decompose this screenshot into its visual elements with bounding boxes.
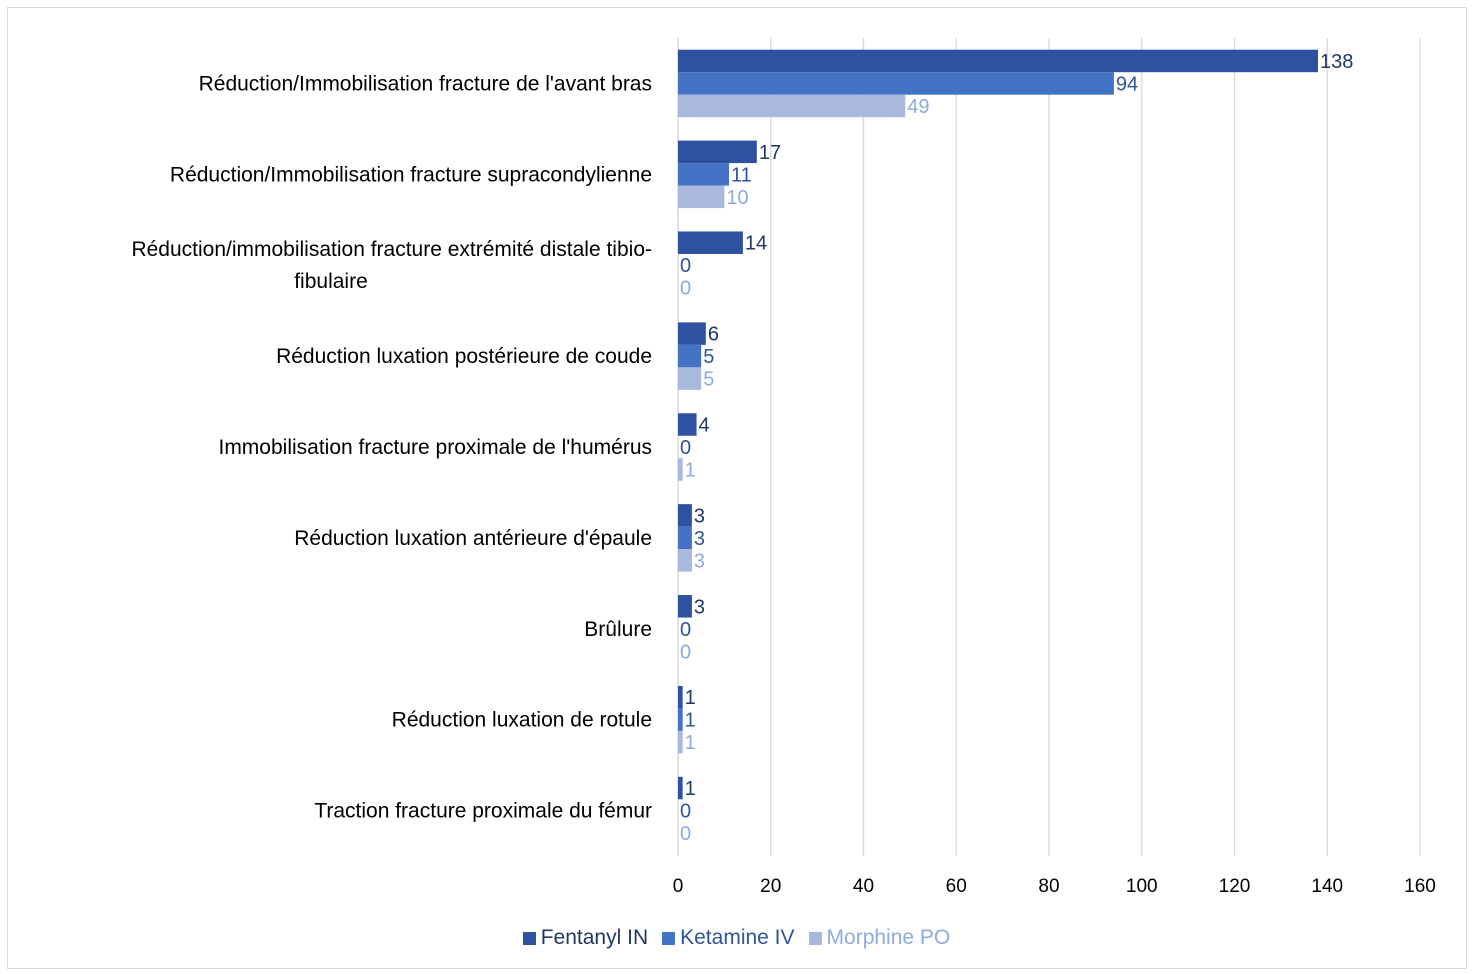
bar-morphine-po [678, 94, 906, 118]
data-label: 1 [685, 687, 696, 709]
bar-morphine-po [678, 458, 683, 481]
legend-item: Fentanyl IN [522, 926, 649, 950]
data-label: 5 [703, 369, 714, 391]
bar-fentanyl-in [678, 595, 692, 618]
x-tick-label: 100 [1126, 876, 1158, 897]
legend-swatch [808, 931, 822, 945]
bar-fentanyl-in [678, 231, 743, 254]
bars [678, 49, 1318, 800]
legend-item: Morphine PO [808, 926, 951, 950]
bar-fentanyl-in [678, 413, 697, 436]
data-label: 94 [1116, 73, 1138, 95]
category-label: fibulaire [294, 270, 368, 293]
category-label: Réduction/Immobilisation fracture de l'a… [199, 72, 652, 95]
data-label: 11 [731, 164, 752, 186]
x-axis-tick-labels: 0 20 40 60 80 100 120 140 160 [673, 876, 1436, 897]
data-label: 5 [703, 346, 714, 368]
category-label: Réduction/immobilisation fracture extrém… [131, 238, 652, 261]
legend-item: Ketamine IV [662, 926, 795, 950]
legend-swatch [662, 931, 676, 945]
bar-fentanyl-in [678, 776, 683, 800]
gridlines [677, 38, 1421, 856]
bar-fentanyl-in [678, 140, 757, 164]
x-tick-label: 20 [760, 876, 781, 897]
category-label: Immobilisation fracture proximale de l'h… [218, 436, 652, 459]
data-label: 0 [680, 437, 691, 459]
category-label: Réduction luxation antérieure d'épaule [294, 527, 652, 550]
category-label: Réduction/Immobilisation fracture suprac… [170, 163, 652, 186]
category-label: Brûlure [584, 618, 652, 641]
data-label: 0 [680, 801, 691, 823]
data-label: 138 [1320, 51, 1353, 73]
data-label: 6 [708, 324, 719, 346]
data-label: 0 [680, 641, 691, 663]
chart-frame [7, 7, 1467, 969]
data-label: 49 [907, 96, 929, 118]
legend-swatch [522, 931, 536, 945]
data-label: 1 [685, 710, 696, 732]
data-label: 14 [745, 233, 767, 255]
category-labels: Réduction/Immobilisation fracture de l'a… [131, 72, 652, 822]
bar-fentanyl-in [678, 49, 1318, 73]
bar-morphine-po [678, 367, 702, 390]
data-label: 0 [680, 619, 691, 641]
legend: Fentanyl IN Ketamine IV Morphine PO [0, 926, 1473, 950]
bar-ketamine-iv [678, 526, 692, 550]
data-label: 4 [699, 415, 710, 437]
category-label: Réduction luxation de rotule [392, 709, 652, 732]
legend-label: Morphine PO [826, 926, 951, 949]
x-tick-label: 40 [853, 876, 874, 897]
bar-fentanyl-in [678, 322, 706, 345]
bar-morphine-po [678, 185, 725, 209]
bar-ketamine-iv [678, 72, 1114, 95]
data-label: 0 [680, 255, 691, 277]
data-label: 1 [685, 732, 696, 754]
data-label: 10 [726, 187, 748, 209]
bar-ketamine-iv [678, 344, 702, 368]
data-label: 0 [680, 823, 691, 845]
x-tick-label: 120 [1219, 876, 1251, 897]
legend-label: Ketamine IV [680, 926, 795, 949]
bar-ketamine-iv [678, 163, 730, 186]
data-label: 3 [694, 596, 705, 618]
bar-fentanyl-in [678, 504, 692, 527]
data-label: 3 [694, 505, 705, 527]
x-tick-label: 0 [673, 876, 684, 897]
category-label: Traction fracture proximale du fémur [314, 800, 652, 823]
bar-morphine-po [678, 549, 692, 572]
x-tick-label: 80 [1038, 876, 1059, 897]
bar-ketamine-iv [678, 708, 683, 731]
data-label: 1 [685, 460, 696, 482]
legend-label: Fentanyl IN [540, 926, 649, 949]
data-label: 0 [680, 278, 691, 300]
data-label: 3 [694, 528, 705, 550]
x-tick-label: 140 [1311, 876, 1343, 897]
category-label: Réduction luxation postérieure de coude [276, 345, 652, 368]
data-label: 3 [694, 550, 705, 572]
data-label: 1 [685, 778, 696, 800]
x-tick-label: 160 [1404, 876, 1436, 897]
bar-morphine-po [678, 730, 683, 754]
data-label: 17 [759, 142, 781, 164]
bar-fentanyl-in [678, 685, 683, 709]
x-tick-label: 60 [946, 876, 967, 897]
